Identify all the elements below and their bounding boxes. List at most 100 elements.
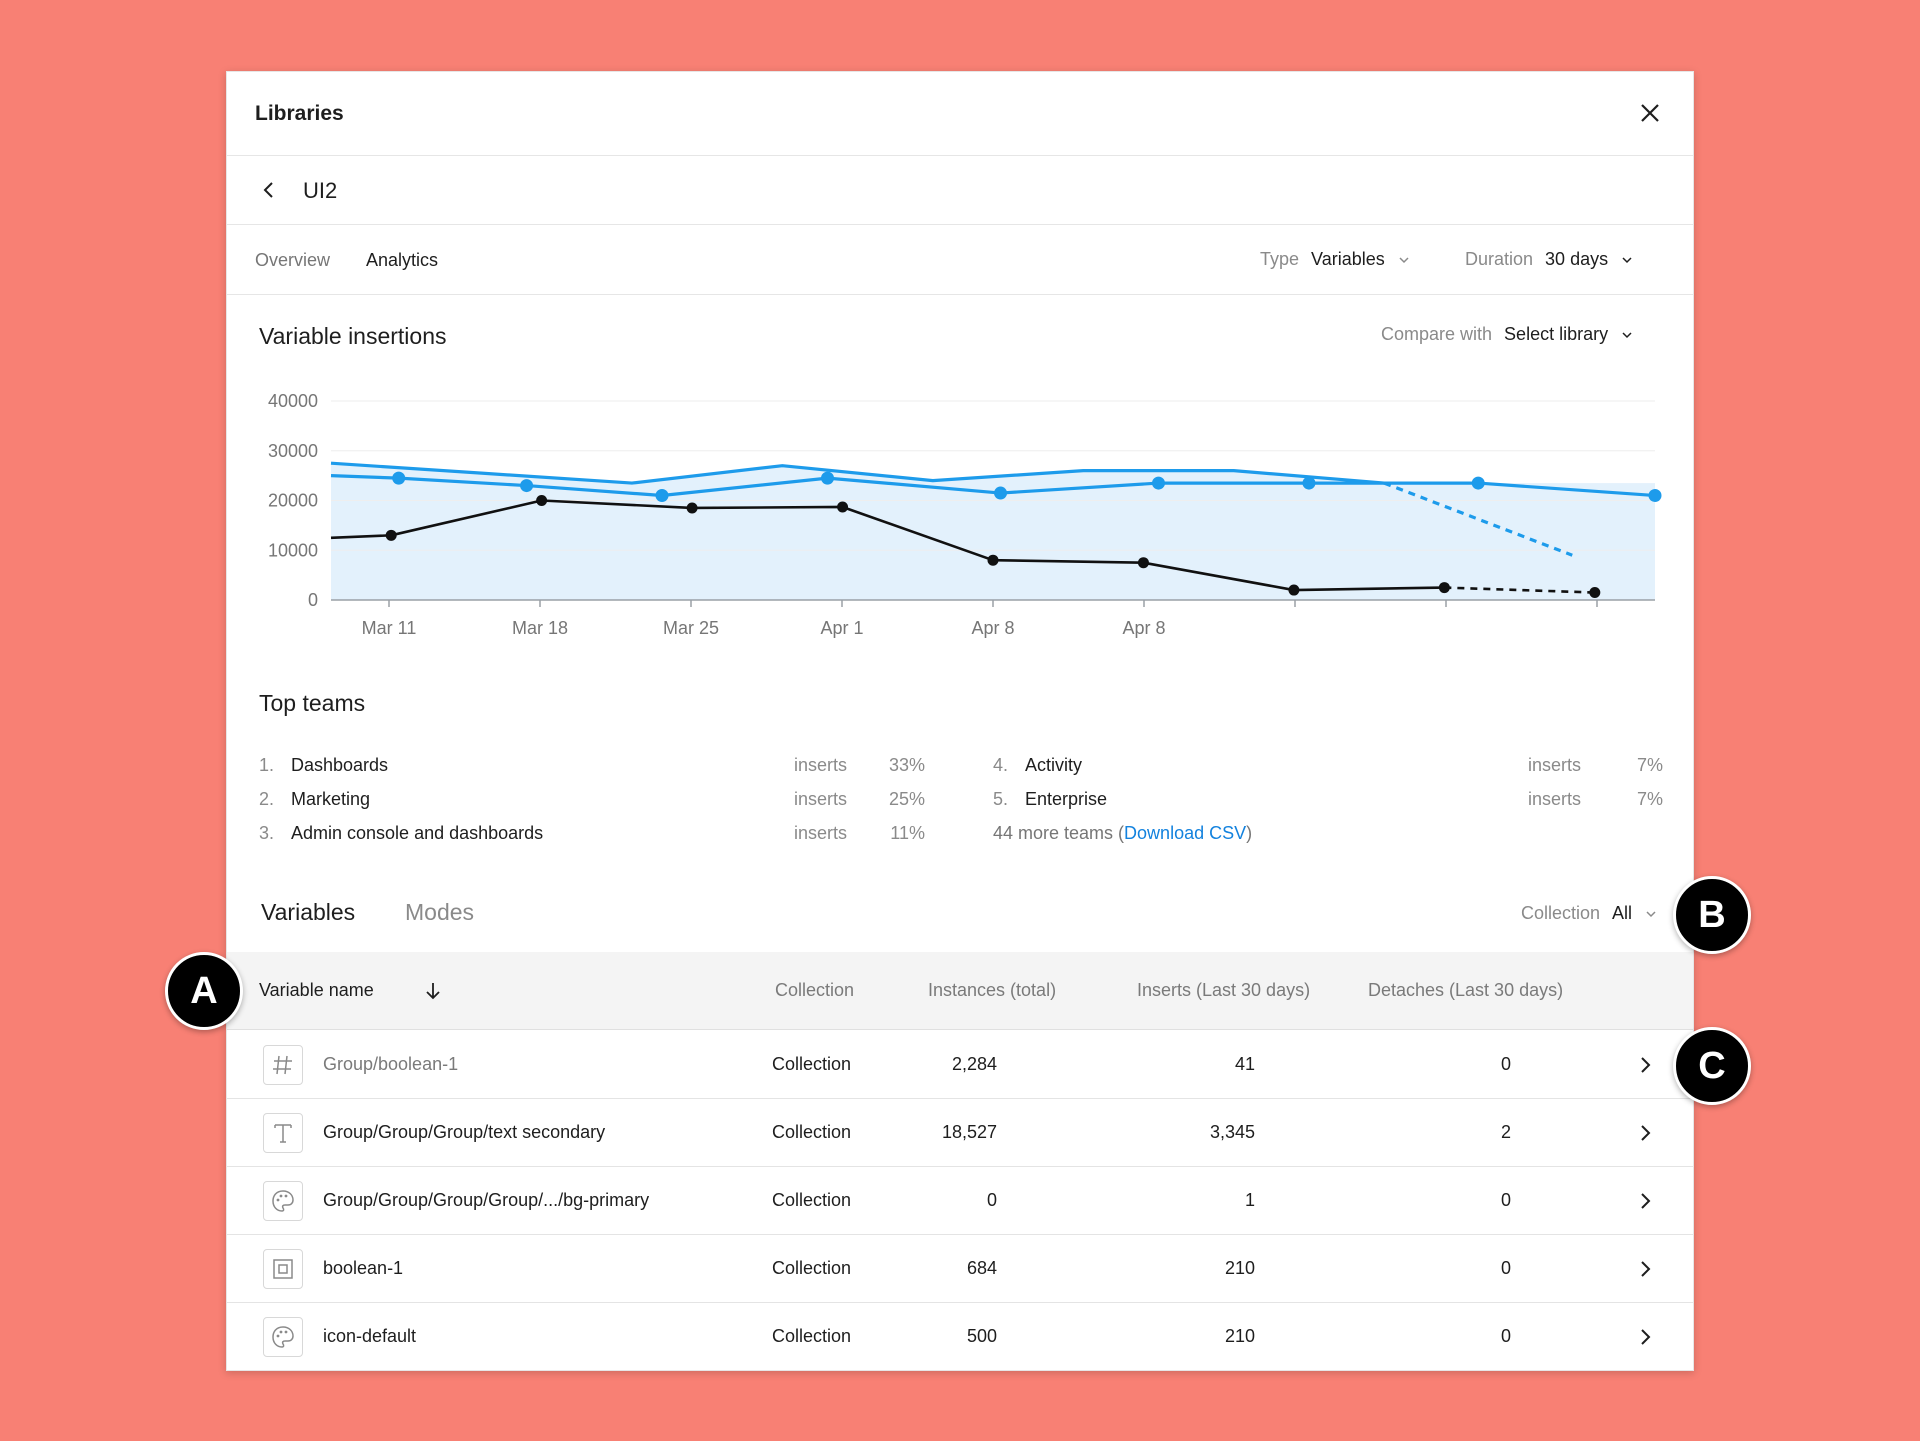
team-item: 5. Enterprise: [993, 789, 1107, 810]
team-rank: 1.: [259, 755, 275, 775]
variable-instances: 684: [966, 1258, 997, 1278]
duration-label: Duration: [1465, 249, 1534, 269]
chart-point: [1648, 489, 1662, 503]
table-row[interactable]: Group/boolean-1 Collection 2,284 41 0: [227, 1031, 1693, 1099]
chevron-right-icon[interactable]: [1633, 1189, 1657, 1213]
back-chevron-icon[interactable]: [255, 176, 283, 204]
variable-detaches: 0: [1500, 1190, 1511, 1210]
collection-label: Collection: [1521, 903, 1601, 923]
compare-filter[interactable]: Compare with Select library: [1381, 324, 1634, 345]
variable-instances: 500: [966, 1326, 997, 1346]
chart-series-line: [330, 474, 1656, 498]
chevron-right-icon[interactable]: [1633, 1257, 1657, 1281]
team-pct: 7%: [1636, 789, 1663, 809]
team-item: 3. Admin console and dashboards: [259, 823, 543, 844]
table-row[interactable]: boolean-1 Collection 684 210 0: [227, 1235, 1693, 1303]
callout-c: C: [1673, 1027, 1751, 1105]
chart-point: [392, 471, 406, 485]
chart-point: [655, 489, 669, 503]
team-pct: 7%: [1636, 755, 1663, 775]
chart-y-tick-label: 40000: [268, 391, 318, 411]
top-teams-title: Top teams: [259, 690, 366, 716]
table-row[interactable]: Group/Group/Group/Group/.../bg-primary Co…: [227, 1167, 1693, 1235]
chevron-down-icon: [1622, 331, 1632, 338]
variable-collection: Collection: [772, 1054, 852, 1074]
chart-title: Variable insertions: [259, 323, 447, 349]
col-variable-name[interactable]: Variable name: [259, 980, 374, 1000]
download-csv-link[interactable]: Download CSV: [1124, 823, 1247, 843]
sort-arrow-down-icon[interactable]: [423, 980, 443, 1002]
chart-point: [1288, 584, 1300, 596]
variable-name: icon-default: [323, 1326, 417, 1346]
chart-y-tick-label: 0: [308, 590, 318, 610]
variable-name: boolean-1: [323, 1258, 404, 1278]
team-rank: 4.: [993, 755, 1009, 775]
more-teams-text: 44 more teams (: [993, 823, 1125, 843]
col-inserts[interactable]: Inserts (Last 30 days): [1137, 980, 1311, 1000]
tab-analytics[interactable]: Analytics: [366, 250, 439, 270]
variable-type-icon: [263, 1045, 303, 1085]
duration-value: 30 days: [1545, 249, 1609, 269]
team-item: 1. Dashboards: [259, 755, 388, 776]
team-rank: 5.: [993, 789, 1009, 809]
variable-type-icon: [263, 1113, 303, 1153]
chevron-down-icon: [1646, 910, 1656, 917]
team-name: Marketing: [291, 789, 371, 809]
more-teams: 44 more teams (Download CSV): [993, 823, 1252, 844]
table-row[interactable]: Group/Group/Group/text secondary Collecti…: [227, 1099, 1693, 1167]
chart-x-tick-label: Apr 1: [820, 618, 863, 638]
team-pct: 11%: [890, 823, 925, 843]
chart-y-tick-label: 20000: [268, 491, 318, 511]
variable-type-icon: [263, 1181, 303, 1221]
variable-detaches: 0: [1500, 1054, 1511, 1074]
chevron-right-icon[interactable]: [1633, 1325, 1657, 1349]
variable-inserts: 210: [1224, 1258, 1255, 1278]
variable-detaches: 0: [1500, 1258, 1511, 1278]
text-icon: [274, 1124, 292, 1143]
chart-point: [1471, 476, 1485, 490]
duration-filter[interactable]: Duration 30 days: [1465, 249, 1634, 270]
modal-title: Libraries: [255, 102, 344, 125]
chart-point: [1152, 476, 1165, 490]
chart-series-line: [330, 461, 1385, 485]
tab-overview[interactable]: Overview: [255, 250, 331, 270]
team-name: Enterprise: [1025, 789, 1108, 809]
insertions-chart: 0 10000 20000 30000 40000 Mar 11 Mar 18 Mar 25 A…: [268, 391, 1662, 638]
chevron-right-icon[interactable]: [1633, 1121, 1657, 1145]
library-name: UI2: [303, 178, 338, 203]
variable-collection: Collection: [772, 1190, 852, 1210]
variable-inserts: 41: [1234, 1054, 1255, 1074]
variable-type-icon: [263, 1317, 303, 1357]
team-name: Activity: [1025, 755, 1083, 775]
chart-y-tick-label: 10000: [268, 540, 318, 560]
chart-point: [987, 554, 999, 566]
callout-b: B: [1673, 876, 1751, 954]
chevron-down-icon: [1399, 256, 1409, 263]
tab-variables[interactable]: Variables: [261, 899, 356, 925]
chart-point: [994, 486, 1008, 500]
variable-inserts: 3,345: [1209, 1122, 1255, 1142]
team-metric: inserts: [1528, 789, 1582, 809]
variable-instances: 2,284: [951, 1054, 997, 1074]
team-metric: inserts: [794, 755, 848, 775]
variable-inserts: 1: [1244, 1190, 1255, 1210]
collection-filter[interactable]: Collection All: [1521, 903, 1658, 924]
col-instances[interactable]: Instances (total): [928, 980, 1057, 1000]
table-header: Variable name Collection Instances (tota…: [227, 952, 1693, 1030]
type-filter[interactable]: Type Variables: [1260, 249, 1411, 270]
team-rank: 2.: [259, 789, 275, 809]
team-metric: inserts: [1528, 755, 1582, 775]
chevron-right-icon[interactable]: [1633, 1053, 1657, 1077]
variable-detaches: 0: [1500, 1326, 1511, 1346]
team-item: 4. Activity: [993, 755, 1082, 776]
close-icon[interactable]: [1633, 96, 1667, 130]
more-teams-close: ): [1246, 823, 1253, 843]
chart-x-tick-label: Mar 11: [362, 618, 417, 638]
col-detaches[interactable]: Detaches (Last 30 days): [1368, 980, 1564, 1000]
compare-value: Select library: [1504, 324, 1609, 344]
tab-modes[interactable]: Modes: [405, 899, 475, 925]
chart-point: [385, 529, 397, 541]
variable-inserts: 210: [1224, 1326, 1255, 1346]
col-collection[interactable]: Collection: [775, 980, 855, 1000]
table-row[interactable]: icon-default Collection 500 210 0: [227, 1303, 1693, 1370]
